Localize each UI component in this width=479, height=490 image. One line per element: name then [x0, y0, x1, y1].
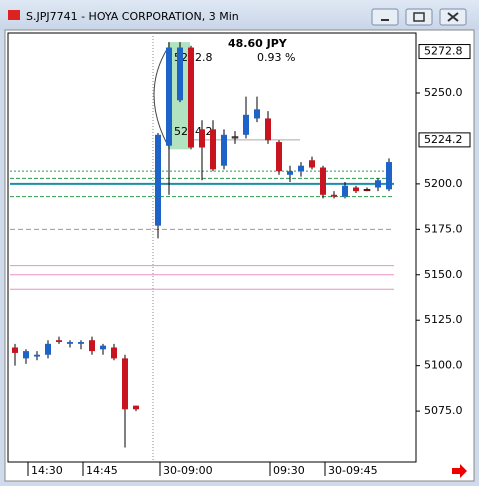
candle-body	[342, 185, 348, 197]
candle-body	[34, 354, 40, 357]
candle-body	[231, 136, 239, 139]
candle-body	[243, 114, 249, 135]
scroll-arrow[interactable]	[452, 464, 467, 478]
x-tick-label: 30-09:00	[163, 464, 213, 477]
candle-body	[298, 165, 304, 172]
title-bar	[0, 0, 479, 30]
candle-body	[89, 340, 95, 352]
price-marker-label: 5272.8	[424, 45, 463, 58]
window-title: S.JPJ7741 - HOYA CORPORATION, 3 Min	[26, 10, 239, 23]
candle-body	[111, 347, 117, 359]
candle-body	[155, 134, 161, 226]
y-tick-label: 5250.0	[424, 86, 463, 99]
candle-body	[210, 129, 216, 170]
candle-body	[254, 109, 260, 119]
candle-body	[287, 171, 293, 175]
candle-body	[56, 340, 62, 343]
x-tick-label: 30-09:45	[328, 464, 378, 477]
y-tick-label: 5200.0	[424, 177, 463, 190]
candle-body	[177, 47, 183, 101]
candle-body	[100, 345, 106, 350]
price-marker-label: 5224.2	[424, 133, 463, 146]
candle-body	[265, 118, 271, 141]
candle-body	[78, 342, 84, 344]
candle-body	[276, 142, 282, 172]
measure-label: 0.93 %	[257, 51, 295, 64]
y-tick-label: 5125.0	[424, 313, 463, 326]
candle-body	[199, 129, 205, 148]
candle-body	[386, 162, 392, 190]
price-marker-box	[418, 44, 471, 60]
maximize-button[interactable]	[405, 8, 433, 26]
y-tick-label: 5150.0	[424, 268, 463, 281]
candle-body	[133, 405, 139, 410]
chart-panel	[4, 29, 475, 482]
close-icon	[447, 12, 459, 22]
candle-body	[221, 134, 227, 166]
y-tick-label: 5100.0	[424, 359, 463, 372]
measure-arc	[153, 47, 169, 146]
candle-body	[23, 351, 29, 359]
candle-body	[188, 47, 194, 148]
candle-body	[122, 358, 128, 410]
candle-body	[353, 187, 359, 192]
maximize-icon	[413, 12, 425, 22]
measure-label: 48.60 JPY	[228, 37, 288, 50]
candle-body	[45, 343, 51, 355]
minimize-button[interactable]	[371, 8, 399, 26]
candle-body	[375, 180, 381, 188]
app-icon	[8, 10, 20, 20]
price-marker-box	[418, 132, 471, 148]
candle-body	[67, 342, 73, 344]
candle-body	[12, 347, 18, 353]
y-tick-label: 5075.0	[424, 404, 463, 417]
candle-body	[363, 189, 371, 192]
x-tick-label: 09:30	[273, 464, 305, 477]
candle-body	[309, 160, 315, 168]
candle-body	[320, 167, 326, 195]
y-tick-label: 5175.0	[424, 222, 463, 235]
x-tick-label: 14:30	[31, 464, 63, 477]
candle-body	[331, 194, 337, 197]
candle-body	[166, 47, 172, 146]
x-tick-label: 14:45	[86, 464, 118, 477]
